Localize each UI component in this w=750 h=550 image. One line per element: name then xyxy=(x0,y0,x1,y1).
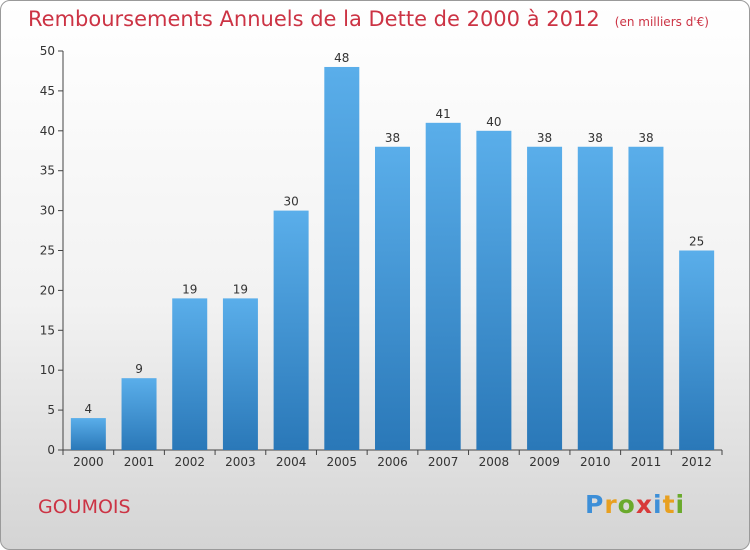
y-tick-label: 35 xyxy=(40,164,55,178)
y-tick-label: 20 xyxy=(40,283,55,297)
logo-letter: r xyxy=(604,490,618,519)
x-tick-label: 2009 xyxy=(529,455,560,469)
bar xyxy=(476,130,512,451)
bar-value-label: 38 xyxy=(638,131,653,145)
y-tick-label: 30 xyxy=(40,204,55,218)
y-tick-label: 50 xyxy=(40,44,55,58)
bar-value-label: 4 xyxy=(85,402,93,416)
x-tick-label: 2003 xyxy=(225,455,256,469)
logo-letter: o xyxy=(617,490,636,519)
logo-letter: t xyxy=(662,490,676,519)
bar xyxy=(324,66,360,451)
bar xyxy=(679,250,715,450)
chart-title: Remboursements Annuels de la Dette de 20… xyxy=(28,7,709,31)
x-tick-label: 2001 xyxy=(124,455,155,469)
x-tick-label: 2012 xyxy=(681,455,712,469)
chart-title-main: Remboursements Annuels de la Dette de 20… xyxy=(28,7,600,31)
logo-letter: i xyxy=(653,490,663,519)
bar-value-label: 38 xyxy=(385,131,400,145)
bar-value-label: 19 xyxy=(233,282,248,296)
proxiti-logo: Proxiti xyxy=(585,490,685,519)
city-name: GOUMOIS xyxy=(38,496,131,518)
bar xyxy=(527,146,563,450)
bar-value-label: 9 xyxy=(135,362,143,376)
x-tick-label: 2011 xyxy=(631,455,662,469)
x-tick-label: 2008 xyxy=(479,455,510,469)
y-tick-label: 25 xyxy=(40,244,55,258)
y-tick-label: 5 xyxy=(47,403,55,417)
bar-value-label: 40 xyxy=(486,115,501,129)
y-tick-label: 10 xyxy=(40,363,55,377)
bar-value-label: 19 xyxy=(182,282,197,296)
bar xyxy=(577,146,613,450)
bar xyxy=(172,298,208,450)
bar xyxy=(628,146,664,450)
logo-letter: P xyxy=(585,490,605,519)
logo-letter: i xyxy=(675,490,686,519)
bar-value-label: 48 xyxy=(334,51,349,65)
y-tick-label: 15 xyxy=(40,323,55,337)
bar xyxy=(273,210,309,450)
x-tick-label: 2010 xyxy=(580,455,611,469)
logo-letter: x xyxy=(635,490,653,519)
x-tick-label: 2000 xyxy=(73,455,104,469)
x-tick-label: 2006 xyxy=(377,455,408,469)
bar xyxy=(375,146,410,450)
y-tick-label: 45 xyxy=(40,84,55,98)
bar xyxy=(425,122,461,450)
bar-value-label: 41 xyxy=(436,107,451,121)
bar-value-label: 30 xyxy=(283,195,298,209)
x-tick-label: 2004 xyxy=(276,455,307,469)
y-tick-label: 0 xyxy=(47,443,55,457)
x-tick-label: 2002 xyxy=(174,455,205,469)
bar xyxy=(70,418,106,450)
bar xyxy=(121,378,157,450)
chart-title-unit: (en milliers d'€) xyxy=(614,15,709,29)
bar xyxy=(222,298,258,450)
x-tick-label: 2007 xyxy=(428,455,459,469)
bar-value-label: 38 xyxy=(588,131,603,145)
bar-value-label: 38 xyxy=(537,131,552,145)
x-tick-label: 2005 xyxy=(327,455,358,469)
y-tick-label: 40 xyxy=(40,124,55,138)
bar-value-label: 25 xyxy=(689,235,704,249)
